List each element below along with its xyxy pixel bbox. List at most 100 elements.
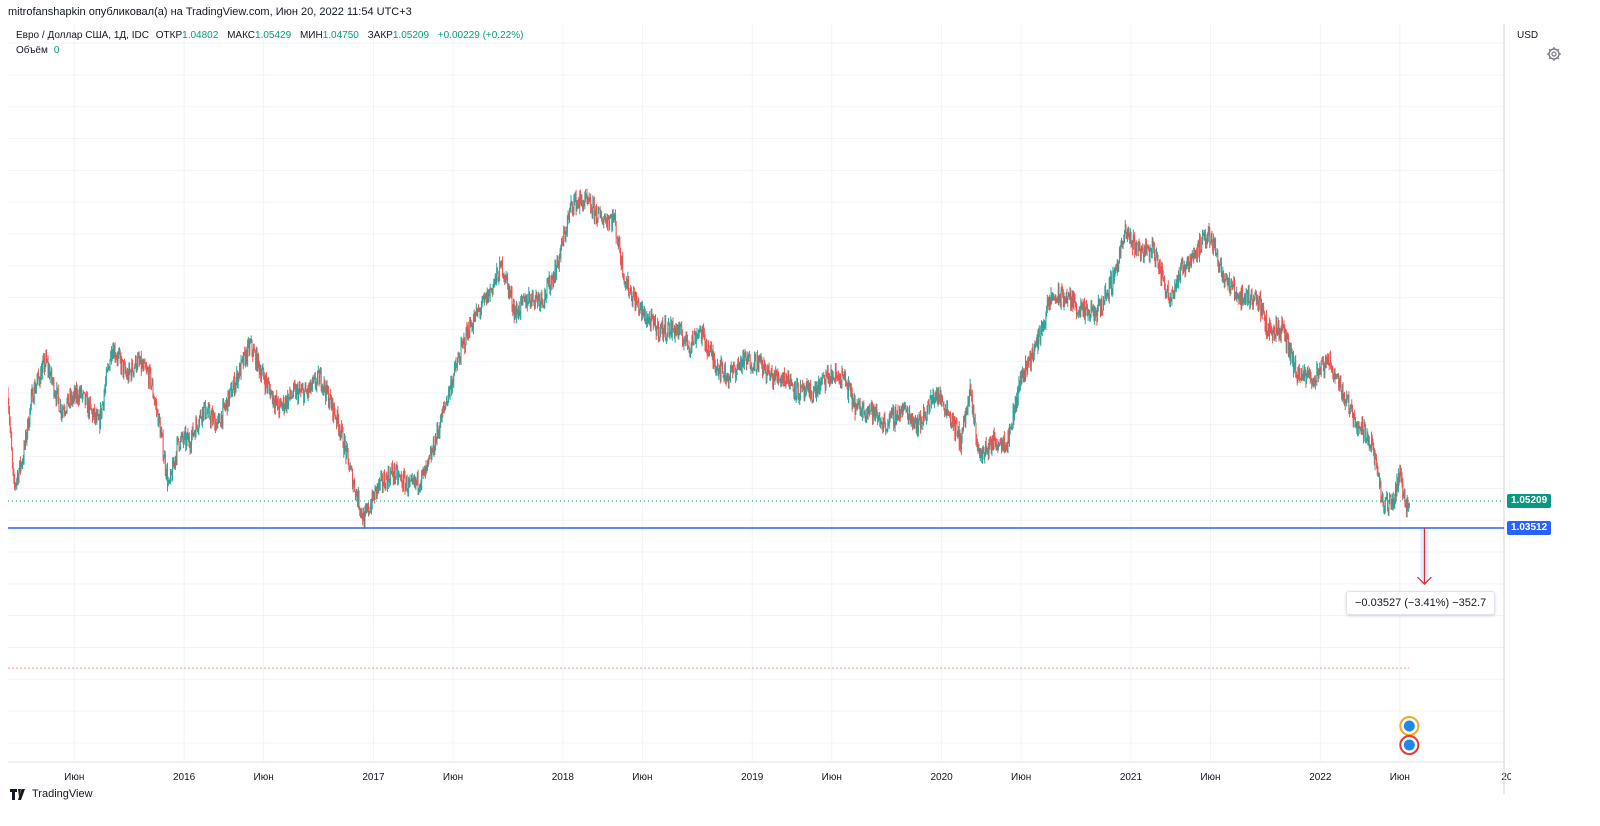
volume-legend: Объём 0 bbox=[16, 45, 59, 56]
candle-body bbox=[706, 349, 708, 356]
candle-body bbox=[743, 354, 745, 366]
candle-body bbox=[109, 361, 111, 370]
candle-body bbox=[869, 407, 871, 411]
candle-body bbox=[14, 484, 16, 486]
candle-body bbox=[1351, 405, 1353, 411]
candle-body bbox=[1059, 295, 1061, 302]
support-price-tag[interactable]: 1.03512 bbox=[1507, 521, 1552, 535]
candle-body bbox=[245, 350, 247, 365]
candle-body bbox=[1147, 245, 1149, 248]
candle-body bbox=[953, 417, 955, 421]
candle-body bbox=[282, 405, 283, 409]
candle-body bbox=[749, 354, 750, 358]
candle-body bbox=[1013, 407, 1015, 420]
candle-body bbox=[971, 392, 972, 396]
candle-body bbox=[615, 215, 616, 224]
candle-body bbox=[22, 461, 23, 466]
candle-body bbox=[226, 399, 227, 404]
candle-body bbox=[650, 314, 652, 329]
candle-body bbox=[947, 412, 949, 414]
candle-body bbox=[1180, 267, 1182, 278]
candle-body bbox=[1239, 293, 1241, 299]
chart-area[interactable]: 1.340001.320001.300001.280001.260001.240… bbox=[8, 24, 1511, 794]
candle-body bbox=[1232, 285, 1234, 288]
candle-body bbox=[1135, 242, 1136, 254]
candle-body bbox=[354, 481, 356, 492]
candle-body bbox=[1349, 405, 1351, 413]
footer-brand[interactable]: TradingView bbox=[10, 788, 93, 800]
candle-body bbox=[1183, 270, 1184, 274]
candle-body bbox=[319, 374, 321, 385]
current-price-tag: 1.05209 bbox=[1507, 494, 1552, 508]
candle-body bbox=[336, 418, 337, 424]
candle-body bbox=[1295, 360, 1297, 376]
candle-body bbox=[828, 379, 830, 384]
candle-body bbox=[196, 425, 198, 430]
candle-body bbox=[192, 426, 194, 436]
candle-body bbox=[848, 382, 850, 384]
candle-body bbox=[522, 296, 524, 301]
candle-body bbox=[497, 272, 499, 282]
candle-body bbox=[253, 348, 254, 357]
volume-label[interactable]: Объём bbox=[16, 45, 48, 56]
candle-body bbox=[427, 458, 429, 463]
candle-body bbox=[639, 309, 640, 313]
candle-body bbox=[163, 458, 165, 460]
candle-body bbox=[756, 369, 758, 371]
candle-body bbox=[1003, 436, 1005, 449]
candle-body bbox=[170, 471, 172, 475]
candle-body bbox=[328, 403, 330, 407]
candle-body bbox=[332, 398, 334, 418]
candle-body bbox=[473, 319, 474, 329]
candle-body bbox=[371, 504, 372, 509]
candle-body bbox=[1049, 297, 1051, 305]
candle-body bbox=[97, 414, 99, 420]
candle-body bbox=[1065, 300, 1066, 302]
candle-body bbox=[571, 201, 573, 203]
candle-body bbox=[405, 484, 407, 491]
candle-body bbox=[888, 416, 890, 424]
candle-body bbox=[1142, 247, 1144, 253]
candle-body bbox=[671, 323, 673, 336]
candle-body bbox=[177, 437, 179, 441]
candle-body bbox=[304, 391, 305, 403]
candle-body bbox=[392, 466, 393, 475]
candle-body bbox=[1195, 253, 1197, 255]
candle-body bbox=[980, 448, 982, 454]
candle-body bbox=[1115, 265, 1117, 273]
currency-unit[interactable]: USD bbox=[1517, 30, 1539, 41]
candle-body bbox=[632, 295, 634, 303]
candle-body bbox=[203, 406, 205, 417]
candle-body bbox=[641, 305, 643, 316]
candle-body bbox=[336, 410, 338, 424]
candle-body bbox=[1063, 296, 1065, 307]
candle-body bbox=[1080, 301, 1082, 313]
x-tick-label: Июн bbox=[1390, 772, 1410, 783]
candle-body bbox=[1319, 367, 1321, 372]
measure-label[interactable]: −0.03527 (−3.41%) −352.7 bbox=[1346, 591, 1496, 615]
candle-body bbox=[771, 368, 773, 376]
candle-body bbox=[502, 274, 504, 277]
candle-body bbox=[1302, 371, 1304, 375]
candle-body bbox=[625, 281, 627, 286]
candle-body bbox=[1210, 241, 1211, 244]
candle-body bbox=[764, 360, 766, 369]
candle-body bbox=[287, 395, 289, 407]
candle-body bbox=[1345, 401, 1347, 404]
candle-body bbox=[931, 401, 933, 404]
candle-body bbox=[838, 378, 840, 380]
candle-body bbox=[502, 260, 503, 275]
candle-body bbox=[1217, 250, 1219, 263]
candle-body bbox=[30, 394, 32, 405]
candle-body bbox=[435, 437, 436, 450]
candle-body bbox=[851, 387, 852, 396]
candle-body bbox=[1022, 370, 1023, 374]
candle-body bbox=[917, 418, 919, 432]
candle-body bbox=[613, 216, 615, 221]
settings-icon[interactable] bbox=[1546, 46, 1562, 62]
price-chart[interactable]: 1.340001.320001.300001.280001.260001.240… bbox=[8, 24, 1511, 794]
symbol-label[interactable]: Евро / Доллар США, 1Д, IDC bbox=[16, 30, 149, 41]
candle-body bbox=[1000, 440, 1002, 442]
candle-body bbox=[456, 361, 458, 367]
candle-body bbox=[306, 391, 308, 396]
